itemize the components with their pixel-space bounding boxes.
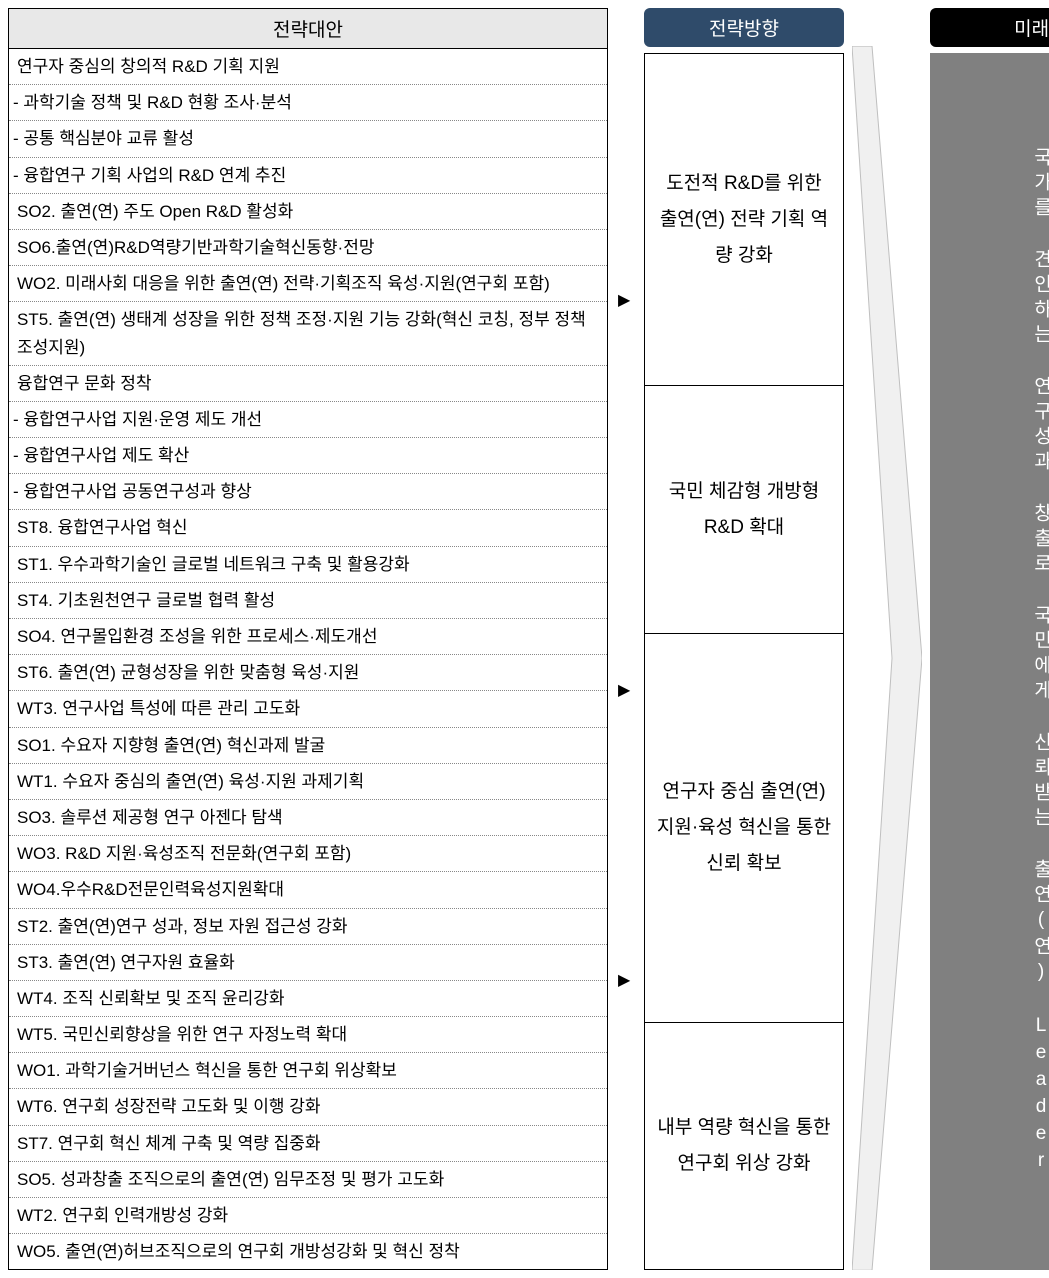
alternative-row: ST2. 출연(연)연구 성과, 정보 자원 접근성 강화 <box>9 909 607 945</box>
alternative-row: ST8. 융합연구사업 혁신 <box>9 510 607 546</box>
alternative-row: ST4. 기초원천연구 글로벌 협력 활성 <box>9 583 607 619</box>
big-arrow-icon <box>852 46 922 1270</box>
arrow-column: ▶ ▶ ▶ <box>616 8 636 1270</box>
alternative-row: SO4. 연구몰입환경 조성을 위한 프로세스·제도개선 <box>9 619 607 655</box>
alternatives-rows: 연구자 중심의 창의적 R&D 기획 지원- 과학기술 정책 및 R&D 현황 … <box>9 49 607 1269</box>
vision-column: 미래상 국가를 견인하는 연구성과 창출로 국민에게 신뢰받는 출연(연) Le… <box>930 8 1049 1270</box>
big-arrow-column <box>852 8 922 1270</box>
alternative-row: 융합연구 문화 정착 <box>9 366 607 402</box>
alternative-row: WT1. 수요자 중심의 출연(연) 육성·지원 과제기획 <box>9 764 607 800</box>
alternative-row: - 융합연구 기획 사업의 R&D 연계 추진 <box>9 158 607 194</box>
direction-header: 전략방향 <box>644 8 844 47</box>
alternative-row: ST6. 출연(연) 균형성장을 위한 맞춤형 육성·지원 <box>9 655 607 691</box>
alternative-row: - 공통 핵심분야 교류 활성 <box>9 121 607 157</box>
alternative-row: WT4. 조직 신뢰확보 및 조직 윤리강화 <box>9 981 607 1017</box>
alternative-row: - 융합연구사업 제도 확산 <box>9 438 607 474</box>
alternative-row: SO3. 솔루션 제공형 연구 아젠다 탐색 <box>9 800 607 836</box>
triangle-right-icon: ▶ <box>618 970 630 990</box>
direction-block: 도전적 R&D를 위한 출연(연) 전략 기획 역량 강화 <box>645 54 843 386</box>
alternative-row: ST3. 출연(연) 연구자원 효율화 <box>9 945 607 981</box>
alternative-row: WT6. 연구회 성장전략 고도화 및 이행 강화 <box>9 1089 607 1125</box>
strategy-direction-column: 전략방향 도전적 R&D를 위한 출연(연) 전략 기획 역량 강화국민 체감형… <box>644 8 844 1270</box>
alternative-row: ST1. 우수과학기술인 글로벌 네트워크 구축 및 활용강화 <box>9 547 607 583</box>
alternative-row: ST5. 출연(연) 생태계 성장을 위한 정책 조정·지원 기능 강화(혁신 … <box>9 302 607 365</box>
alternative-row: 연구자 중심의 창의적 R&D 기획 지원 <box>9 49 607 85</box>
direction-block: 연구자 중심 출연(연) 지원·육성 혁신을 통한 신뢰 확보 <box>645 634 843 1023</box>
vision-header: 미래상 <box>930 8 1049 47</box>
alternative-row: SO1. 수요자 지향형 출연(연) 혁신과제 발굴 <box>9 728 607 764</box>
alternatives-header: 전략대안 <box>9 9 607 49</box>
alternative-row: SO6.출연(연)R&D역량기반과학기술혁신동향·전망 <box>9 230 607 266</box>
alternative-row: WO2. 미래사회 대응을 위한 출연(연) 전략·기획조직 육성·지원(연구회… <box>9 266 607 302</box>
direction-block: 국민 체감형 개방형 R&D 확대 <box>645 386 843 633</box>
alternative-row: WO1. 과학기술거버넌스 혁신을 통한 연구회 위상확보 <box>9 1053 607 1089</box>
triangle-right-icon: ▶ <box>618 680 630 700</box>
alternative-row: WO5. 출연(연)허브조직으로의 연구회 개방성강화 및 혁신 정착 <box>9 1234 607 1269</box>
alternative-row: WT3. 연구사업 특성에 따른 관리 고도화 <box>9 691 607 727</box>
alternative-row: SO2. 출연(연) 주도 Open R&D 활성화 <box>9 194 607 230</box>
strategy-alternatives-table: 전략대안 연구자 중심의 창의적 R&D 기획 지원- 과학기술 정책 및 R&… <box>8 8 608 1270</box>
bigarrow-spacer <box>852 8 922 46</box>
alternative-row: WT5. 국민신뢰향상을 위한 연구 자정노력 확대 <box>9 1017 607 1053</box>
alternative-row: - 융합연구사업 지원·운영 제도 개선 <box>9 402 607 438</box>
alternative-row: WT2. 연구회 인력개방성 강화 <box>9 1198 607 1234</box>
alternative-row: SO5. 성과창출 조직으로의 출연(연) 임무조정 및 평가 고도화 <box>9 1162 607 1198</box>
alternative-row: ST7. 연구회 혁신 체계 구축 및 역량 집중화 <box>9 1126 607 1162</box>
strategy-layout: 전략대안 연구자 중심의 창의적 R&D 기획 지원- 과학기술 정책 및 R&… <box>8 8 1041 1270</box>
triangle-right-icon: ▶ <box>618 290 630 310</box>
direction-block: 내부 역량 혁신을 통한 연구회 위상 강화 <box>645 1023 843 1269</box>
alternative-row: - 과학기술 정책 및 R&D 현황 조사·분석 <box>9 85 607 121</box>
alternative-row: WO4.우수R&D전문인력육성지원확대 <box>9 872 607 908</box>
alternative-row: WO3. R&D 지원·육성조직 전문화(연구회 포함) <box>9 836 607 872</box>
alternative-row: - 융합연구사업 공동연구성과 향상 <box>9 474 607 510</box>
